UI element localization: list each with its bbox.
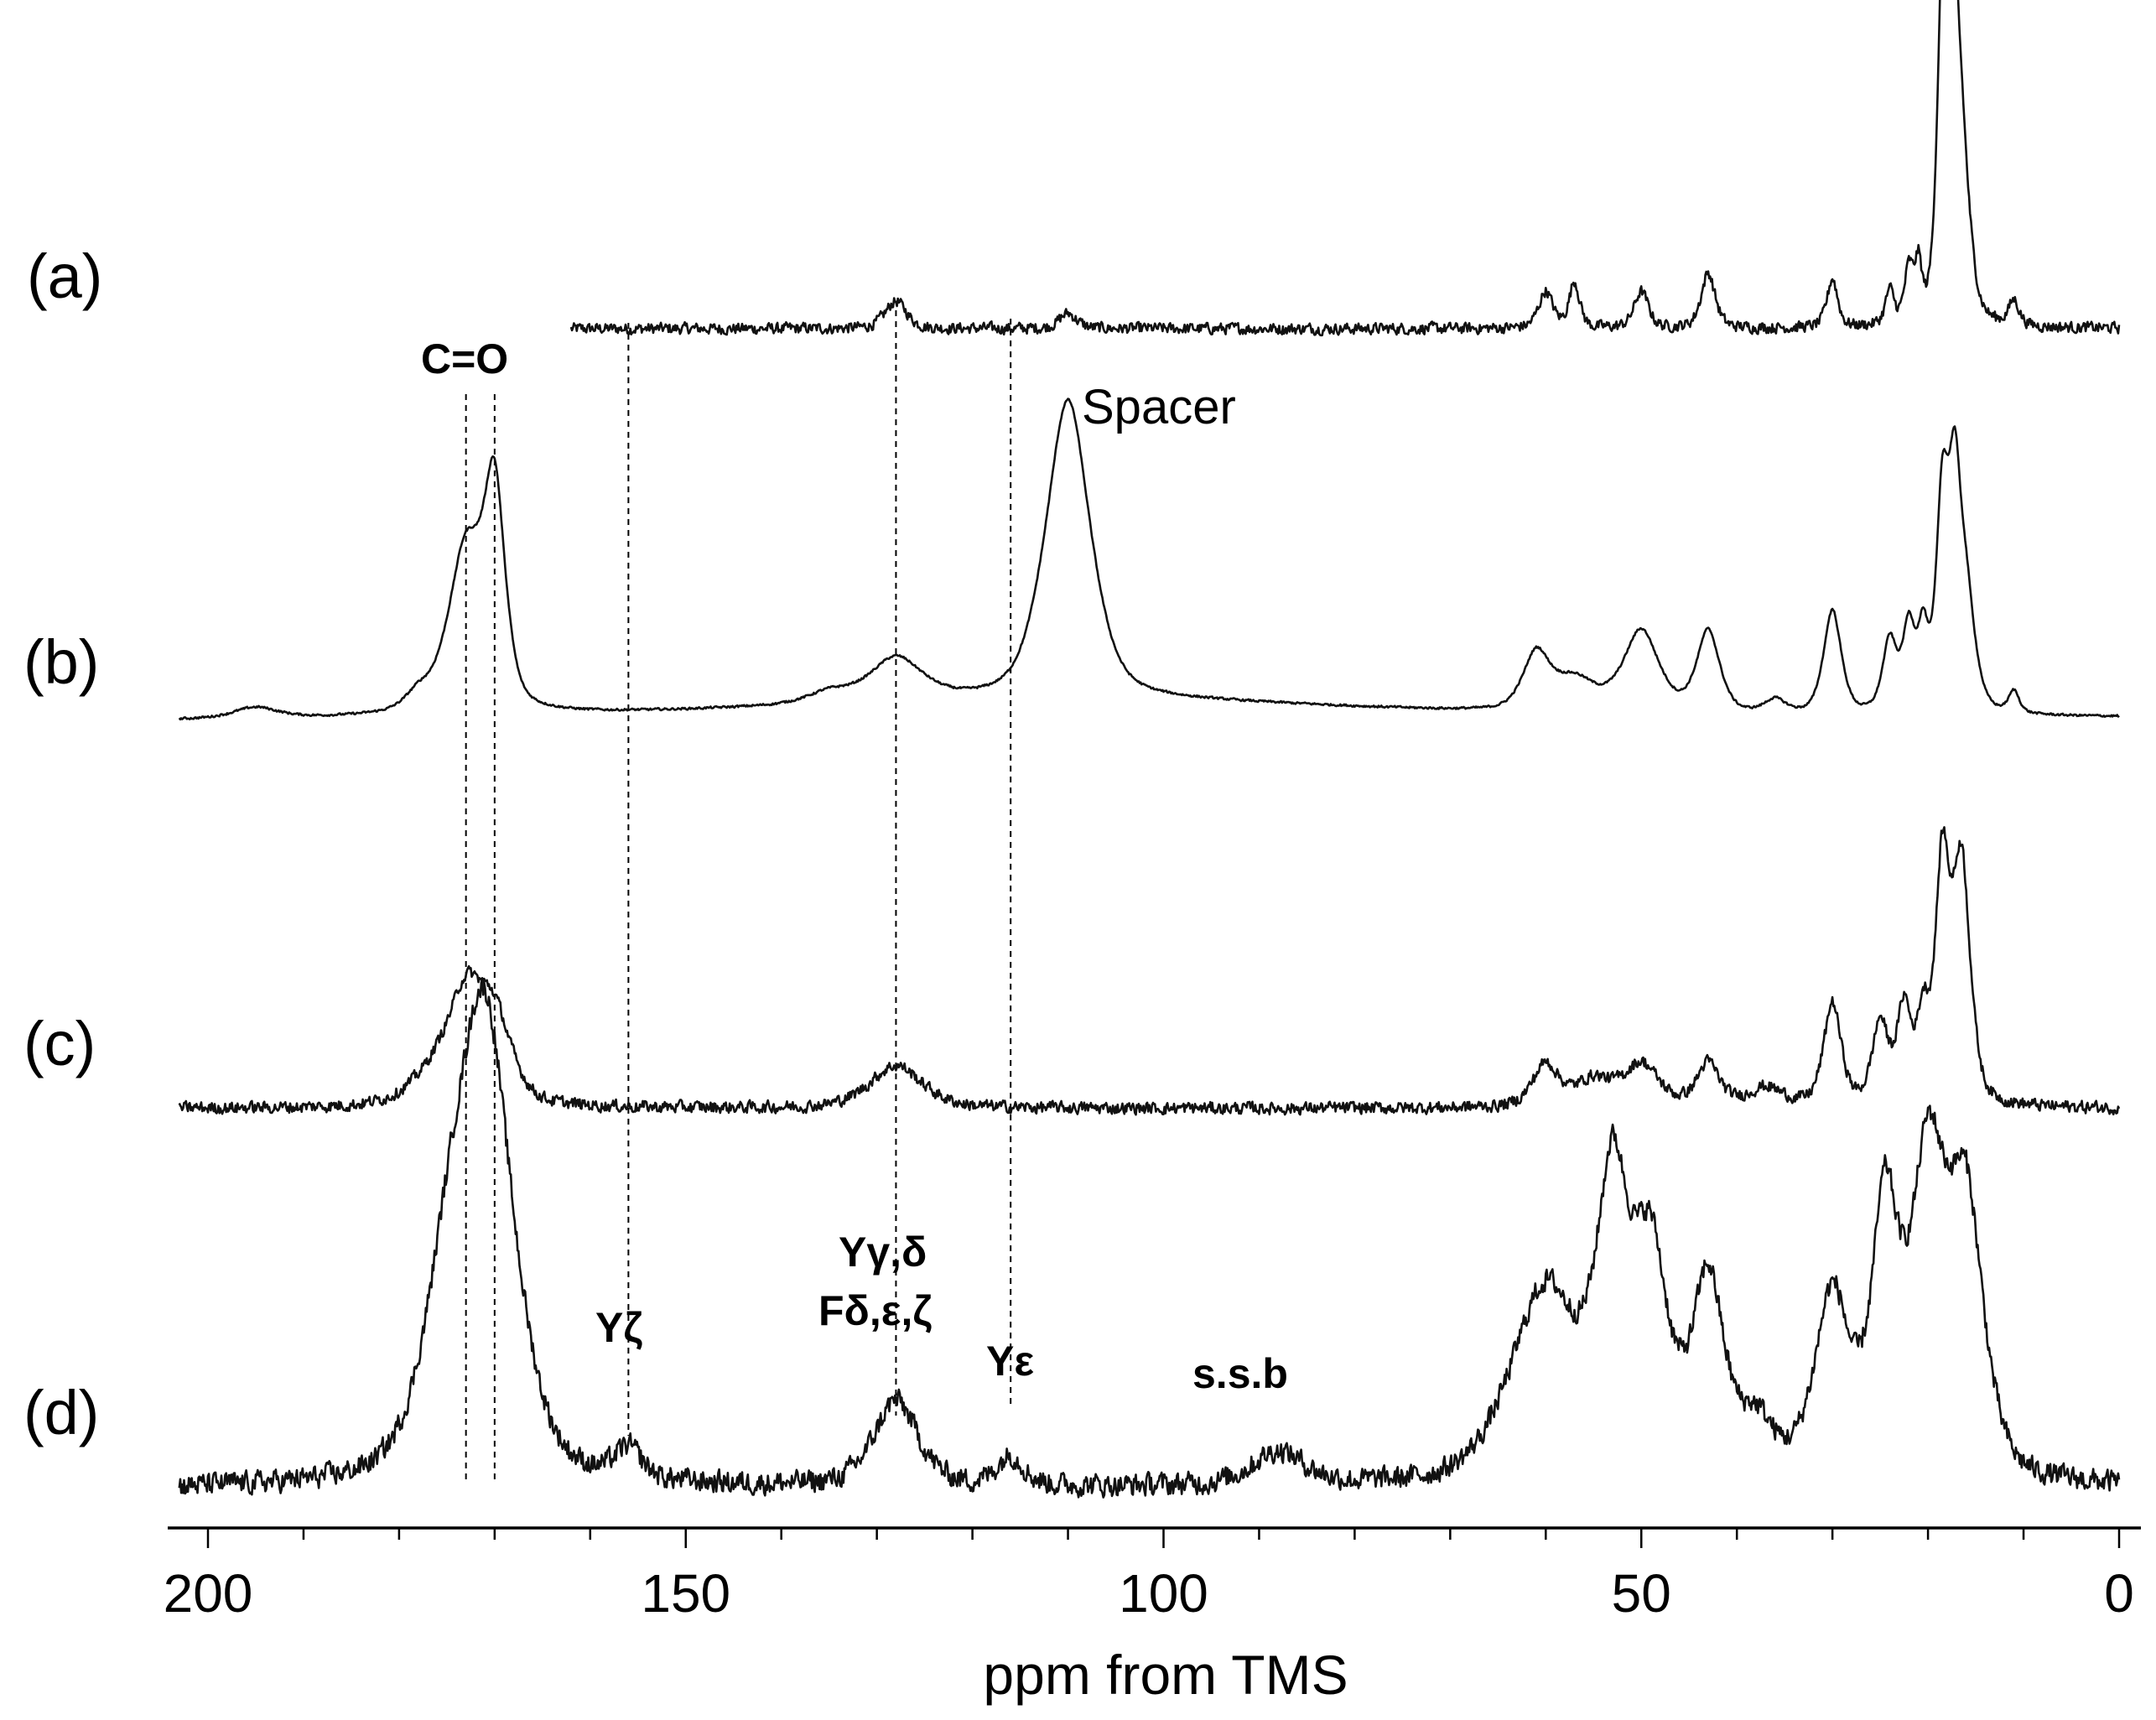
- spectrum-trace-b: [178, 398, 2120, 721]
- panel-label-c: (c): [23, 1009, 96, 1078]
- annotation-f-delta-eps-zeta: Fδ,ε,ζ: [818, 1287, 932, 1334]
- tick-label-200: 200: [164, 1563, 253, 1624]
- panel-label-a: (a): [27, 242, 102, 311]
- x-axis-title: ppm from TMS: [983, 1644, 1348, 1706]
- spectrum-trace-c: [178, 826, 2121, 1116]
- spectra-traces: [178, 0, 2121, 1499]
- annotation-spacer: Spacer: [1082, 380, 1236, 434]
- assignment-guide-lines: [465, 310, 1012, 1483]
- annotation-y-zeta: Yζ: [595, 1304, 642, 1351]
- annotation-y-gamma-delta: Yγ,δ: [839, 1229, 927, 1276]
- x-axis-ticks: 200 150 100 50 0: [164, 1528, 2134, 1624]
- panel-label-d: (d): [23, 1378, 99, 1447]
- annotation-ssb: s.s.b: [1192, 1350, 1288, 1397]
- tick-label-150: 150: [641, 1563, 730, 1624]
- x-axis: 200 150 100 50 0: [164, 1526, 2141, 1624]
- spectrum-trace-a: [569, 0, 2121, 337]
- panel-label-b: (b): [23, 627, 99, 697]
- tick-label-50: 50: [1612, 1563, 1671, 1624]
- annotation-carbonyl: C=O: [421, 335, 508, 382]
- spectrum-trace-d: [178, 977, 2121, 1499]
- tick-label-100: 100: [1119, 1563, 1208, 1624]
- annotation-y-epsilon: Yε: [986, 1338, 1034, 1385]
- tick-label-0: 0: [2104, 1563, 2134, 1624]
